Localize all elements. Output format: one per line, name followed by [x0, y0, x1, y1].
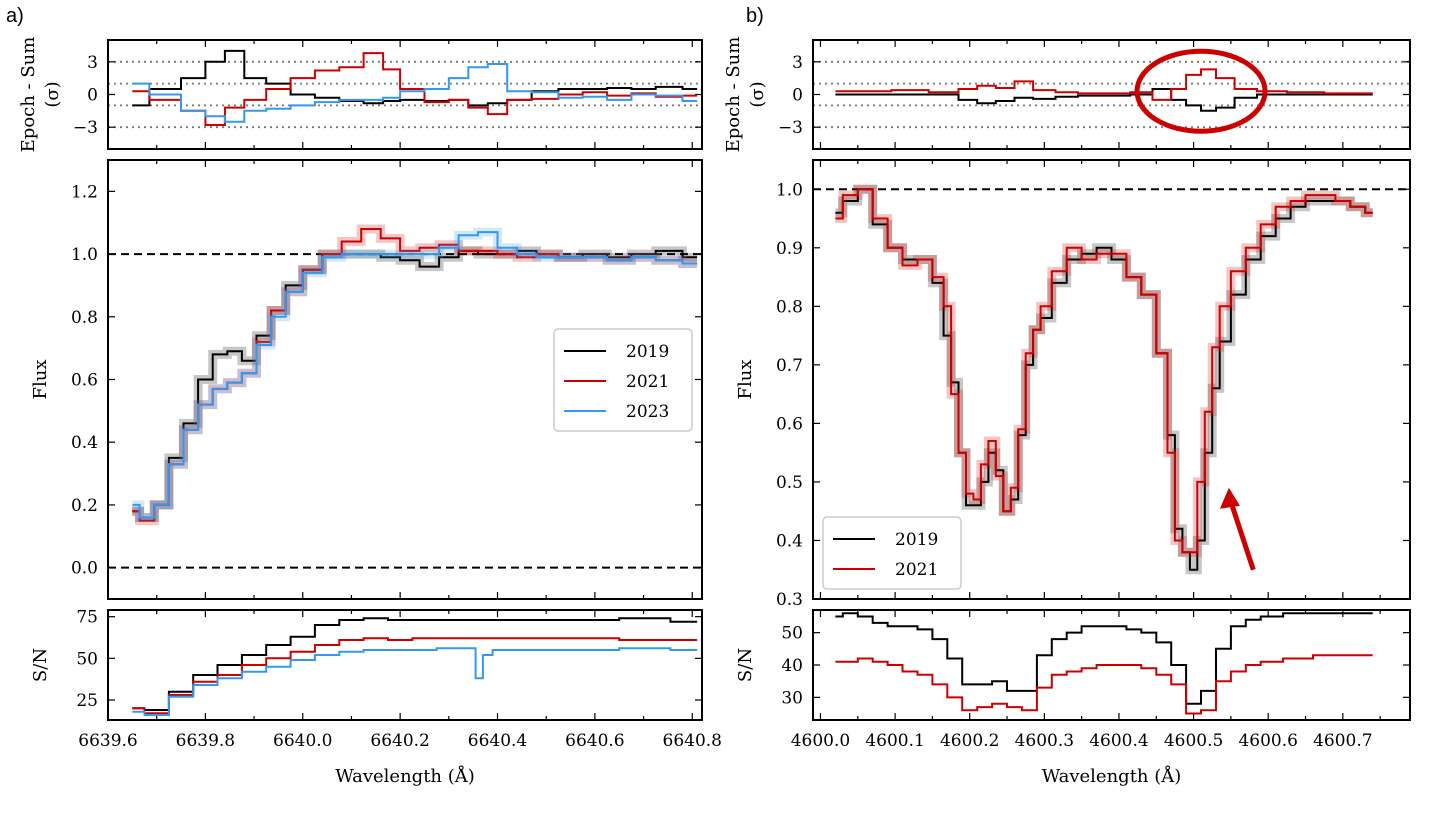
y-axis-label: S/N [30, 648, 51, 682]
series-group [132, 617, 698, 716]
x-tick-label: 4600.3 [1015, 731, 1074, 751]
legend-label-2021: 2021 [895, 560, 938, 580]
y-tick-label: 1.0 [776, 180, 803, 200]
y-tick-label: 0.2 [71, 496, 98, 516]
y-tick-label: 40 [781, 656, 803, 676]
y-tick-label: 50 [781, 624, 803, 644]
series-line-2023 [132, 231, 698, 519]
y-tick-label: 3 [87, 53, 98, 73]
y-tick-label: 0.5 [776, 473, 803, 493]
y-axis-label: S/N [735, 648, 756, 682]
legend-label-2019: 2019 [895, 530, 938, 550]
y-axis-unit: (σ) [747, 81, 768, 107]
x-tick-label: 4600.2 [940, 731, 999, 751]
series-line-2023 [132, 647, 698, 716]
series-line-2021 [132, 52, 698, 126]
y-tick-label: 0.6 [776, 414, 803, 434]
series-group [132, 224, 698, 526]
y-tick-label: 0.3 [776, 590, 803, 610]
arrow-shaft [1228, 501, 1256, 571]
legend-box [822, 516, 962, 590]
chart-a-sn: 25 50 75 6639.6 6639.8 6640.0 6640.2 6640.4 6640… [30, 608, 722, 787]
axes-frame [812, 39, 1411, 150]
y-axis-label: Epoch - Sum [18, 37, 39, 153]
x-tick-label: 4600.0 [791, 731, 850, 751]
chart-a-residual: 3 0 −3 Epoch - Sum (σ) [18, 37, 703, 153]
x-tick-label: 6640.0 [273, 731, 332, 751]
x-tick-label: 4600.4 [1089, 731, 1148, 751]
axes-frame [107, 609, 703, 721]
y-tick-label: 1.2 [71, 182, 98, 202]
series-line-2023 [132, 63, 698, 123]
x-tick-label: 4600.5 [1164, 731, 1223, 751]
y-tick-label: 0 [792, 86, 803, 106]
y-tick-label: 25 [76, 691, 98, 711]
x-tick-label: 6640.8 [663, 731, 722, 751]
y-tick-label: 0.7 [776, 356, 803, 376]
y-tick-label: 0.9 [776, 239, 803, 259]
x-tick-label: 6640.4 [468, 731, 527, 751]
y-tick-label: 0.4 [71, 433, 98, 453]
chart-a-flux: 0.0 0.2 0.4 0.6 0.8 1.0 1.2 Flux 2019 2021 2023 [30, 159, 703, 600]
series-line-2021 [835, 654, 1373, 715]
series-line-2021 [132, 637, 698, 715]
x-axis-label: Wavelength (Å) [335, 765, 475, 787]
y-axis-unit: (σ) [42, 81, 63, 107]
y-tick-label: 0.4 [776, 531, 803, 551]
legend-box [553, 328, 693, 432]
axes-frame [812, 609, 1411, 721]
legend: 2019 2021 [822, 516, 962, 590]
y-axis-label: Epoch - Sum [723, 37, 744, 153]
series-group [132, 49, 698, 126]
x-tick-label: 4600.6 [1238, 731, 1297, 751]
x-tick-label: 6639.8 [176, 731, 235, 751]
legend-label-2023: 2023 [626, 402, 669, 422]
panel-label-b: b) [746, 5, 764, 27]
series-group [835, 184, 1373, 575]
series-group [835, 612, 1373, 715]
y-axis-label: Flux [30, 360, 51, 400]
axes-frame [812, 159, 1411, 600]
series-line-2019 [835, 88, 1373, 112]
y-axis-label: Flux [735, 360, 756, 400]
x-tick-label: 6640.6 [565, 731, 624, 751]
series-line-2019 [132, 49, 698, 107]
x-tick-label: 6639.6 [78, 731, 137, 751]
y-tick-label: 30 [781, 688, 803, 708]
x-tick-label: 4600.7 [1313, 731, 1372, 751]
axes-frame [107, 159, 703, 600]
x-tick-label: 4600.1 [865, 731, 924, 751]
chart-b-sn: 30 40 50 4600.0 4600.1 4600.2 4600.3 4600.4 4600… [735, 609, 1411, 787]
x-axis-label: Wavelength (Å) [1042, 765, 1182, 787]
y-tick-label: 0 [87, 86, 98, 106]
arrow-head [1219, 487, 1240, 509]
y-tick-label: 1.0 [71, 245, 98, 265]
chart-b-residual: 3 0 −3 Epoch - Sum (σ) [723, 37, 1411, 153]
y-tick-label: −3 [73, 118, 98, 138]
y-tick-label: 0.0 [71, 559, 98, 579]
axes-frame [107, 39, 703, 150]
highlight-ellipse [1134, 48, 1268, 134]
legend-label-2021: 2021 [626, 372, 669, 392]
series-band-2019 [835, 184, 1373, 575]
y-tick-label: 75 [76, 608, 98, 628]
chart-b-flux: 0.3 0.4 0.5 0.6 0.7 0.8 0.9 1.0 Flux 2019 2021 [735, 159, 1411, 610]
y-tick-label: 50 [76, 649, 98, 669]
y-tick-label: 0.8 [776, 297, 803, 317]
panel-label-a: a) [6, 5, 24, 27]
y-tick-label: 0.6 [71, 371, 98, 391]
series-line-2021 [835, 188, 1373, 554]
y-tick-label: 0.8 [71, 308, 98, 328]
series-line-2019 [835, 612, 1373, 705]
legend: 2019 2021 2023 [553, 328, 693, 432]
series-line-2019 [132, 617, 698, 711]
legend-label-2019: 2019 [626, 342, 669, 362]
series-line-2021 [835, 68, 1373, 101]
y-tick-label: 3 [792, 53, 803, 73]
y-tick-label: −3 [778, 118, 803, 138]
x-tick-label: 6640.2 [370, 731, 429, 751]
series-group [835, 68, 1373, 112]
